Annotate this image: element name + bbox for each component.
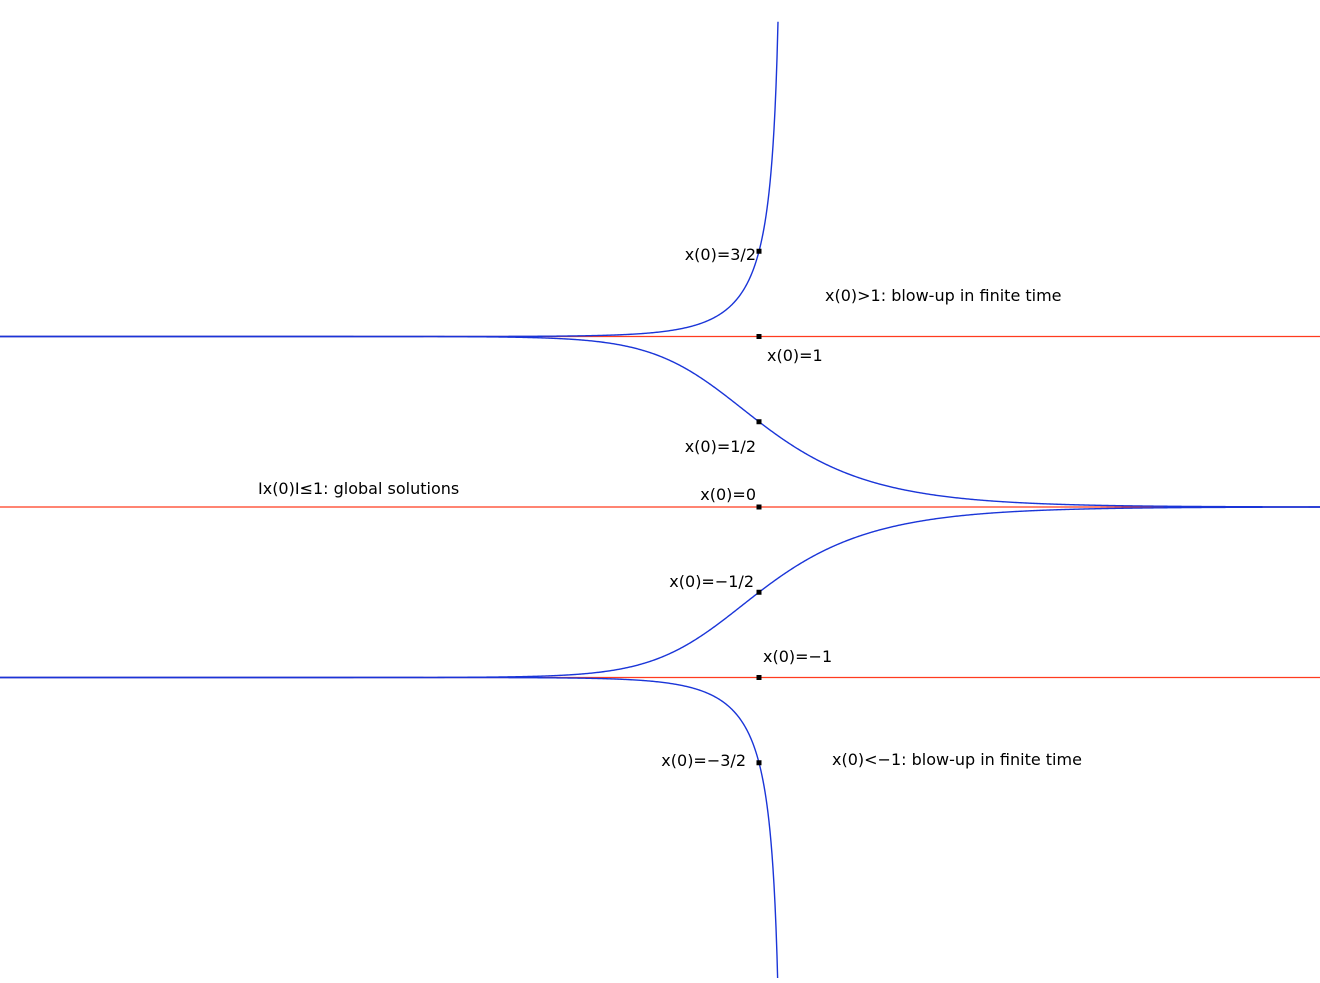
solution-curve-sol-m3-2	[0, 676, 779, 983]
label-x0-0: x(0)=0	[700, 485, 756, 504]
initial-value-marker-marker-m1	[756, 675, 762, 680]
label-x0-m3-2: x(0)=−3/2	[661, 751, 746, 770]
solution-curve-sol-3-2	[0, 21, 779, 338]
label-region-lower: x(0)<−1: blow-up in finite time	[832, 750, 1082, 769]
solution-curve-sol-1-2	[0, 335, 1320, 508]
label-x0-3-2: x(0)=3/2	[685, 245, 756, 264]
initial-value-marker-marker-1-2	[756, 419, 762, 425]
initial-value-marker-marker-1	[756, 334, 762, 339]
label-x0-1: x(0)=1	[767, 346, 823, 365]
labels: x(0)=3/2 x(0)=1 x(0)=1/2 x(0)=0 x(0)=−1/…	[258, 245, 1082, 770]
initial-value-markers	[756, 248, 762, 766]
label-region-upper: x(0)>1: blow-up in finite time	[825, 286, 1062, 305]
label-region-middle: Ix(0)I≤1: global solutions	[258, 479, 459, 498]
initial-value-marker-marker-0	[756, 504, 762, 510]
solution-curve-sol-m1-2	[0, 506, 1320, 679]
solution-curves	[0, 21, 1320, 983]
label-x0-m1: x(0)=−1	[763, 647, 832, 666]
label-x0-m1-2: x(0)=−1/2	[669, 572, 754, 591]
initial-value-marker-marker-m3-2	[756, 760, 762, 766]
initial-value-marker-marker-3-2	[756, 248, 762, 254]
equilibrium-lines	[0, 335, 1320, 679]
label-x0-1-2: x(0)=1/2	[685, 437, 756, 456]
initial-value-marker-marker-m1-2	[756, 589, 762, 595]
